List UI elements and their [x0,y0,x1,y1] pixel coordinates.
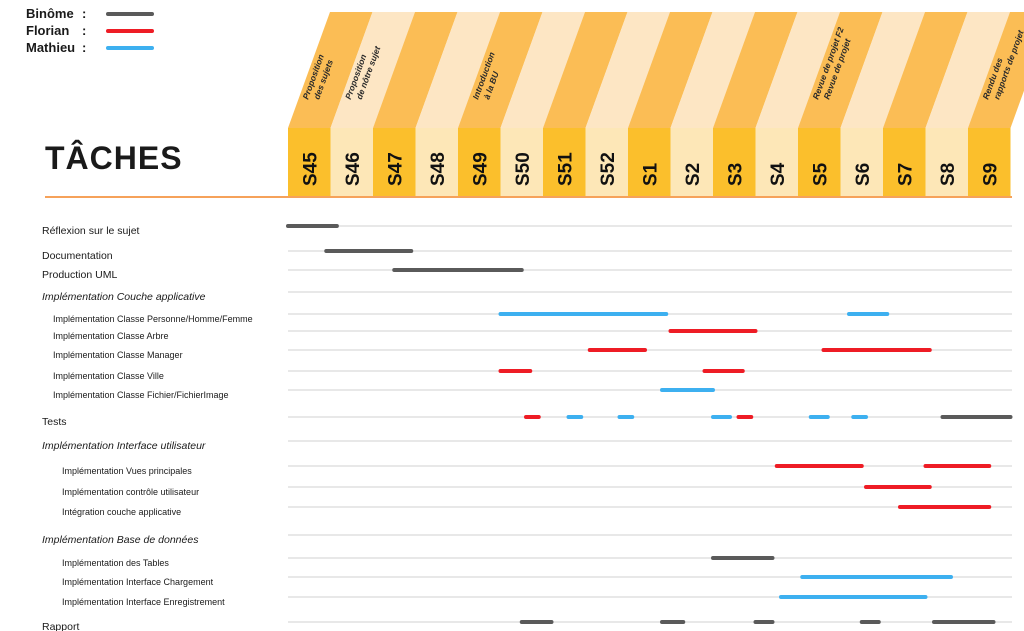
week-label: S45 [300,152,321,186]
header-column-S48 [415,12,500,128]
task-label: Réflexion sur le sujet [42,225,140,237]
legend-swatch [106,29,154,33]
task-label: Implémentation Classe Ville [53,371,164,381]
week-cell-S49 [458,128,501,196]
week-label: S50 [513,152,534,186]
header-column-S47 [373,12,458,128]
task-label: Implémentation Classe Manager [53,350,183,360]
week-cell-S4 [755,128,798,196]
week-cell-S2 [670,128,713,196]
task-label: Implémentation Classe Arbre [53,331,169,341]
legend-label: Binôme [26,6,74,21]
header-column-S45 [288,12,373,128]
task-label: Implémentation contrôle utilisateur [62,487,199,497]
legend-swatch [106,12,154,16]
header-column-S3 [713,12,798,128]
header-column-S7 [883,12,968,128]
task-label: Documentation [42,250,113,262]
task-label: Implémentation Vues principales [62,466,192,476]
task-label: Implémentation Interface Chargement [62,577,214,587]
task-label: Implémentation des Tables [62,558,169,568]
legend-colon: : [82,23,87,38]
week-cell-S47 [373,128,416,196]
legend-swatch [106,46,154,50]
legend-label: Florian [26,23,70,38]
week-label: S7 [895,163,916,186]
week-label: S5 [810,162,831,186]
week-cell-S46 [330,128,373,196]
legend-colon: : [82,6,87,21]
task-label: Implémentation Classe Personne/Homme/Fem… [53,314,253,324]
week-cell-S45 [288,128,331,196]
week-cell-S8 [925,128,968,196]
header-column-S5 [798,12,883,128]
header-column-S51 [543,12,628,128]
header-column-S4 [755,12,840,128]
page-title: TÂCHES [45,140,183,176]
task-label: Implémentation Interface utilisateur [42,440,206,452]
task-label: Production UML [42,269,117,281]
header-column-S8 [925,12,1010,128]
header-column-S46 [330,12,415,128]
week-cell-S7 [883,128,926,196]
week-cell-S48 [415,128,458,196]
header-column-S2 [670,12,755,128]
header-column-S9 [968,12,1024,128]
header-column-S6 [840,12,925,128]
week-label: S48 [428,152,449,186]
week-label: S49 [470,152,491,186]
week-label: S8 [938,163,959,186]
week-label: S1 [640,162,661,186]
week-cell-S51 [543,128,586,196]
task-label: Implémentation Classe Fichier/FichierIma… [53,390,229,400]
week-label: S4 [768,162,789,186]
week-label: S3 [725,163,746,186]
week-cell-S5 [798,128,841,196]
task-label: Rapport [42,621,79,631]
header-column-S52 [585,12,670,128]
task-label: Implémentation Base de données [42,534,199,546]
task-label: Tests [42,416,67,428]
week-label: S51 [555,152,576,186]
week-label: S52 [598,152,619,186]
task-label: Implémentation Interface Enregistrement [62,597,225,607]
week-label: S47 [385,152,406,186]
header-column-S1 [628,12,713,128]
header-column-S50 [500,12,585,128]
task-label: Intégration couche applicative [62,507,181,517]
week-cell-S52 [585,128,628,196]
week-label: S6 [853,163,874,186]
legend-label: Mathieu [26,40,76,55]
week-cell-S6 [840,128,883,196]
week-cell-S9 [968,128,1011,196]
title-rule [45,196,1012,198]
week-label: S46 [343,152,364,186]
week-label: S2 [683,163,704,186]
header-column-S49 [458,12,543,128]
legend-colon: : [82,40,87,55]
week-cell-S50 [500,128,543,196]
week-label: S9 [980,163,1001,186]
task-label: Implémentation Couche applicative [42,291,206,303]
week-cell-S3 [713,128,756,196]
week-cell-S1 [628,128,671,196]
